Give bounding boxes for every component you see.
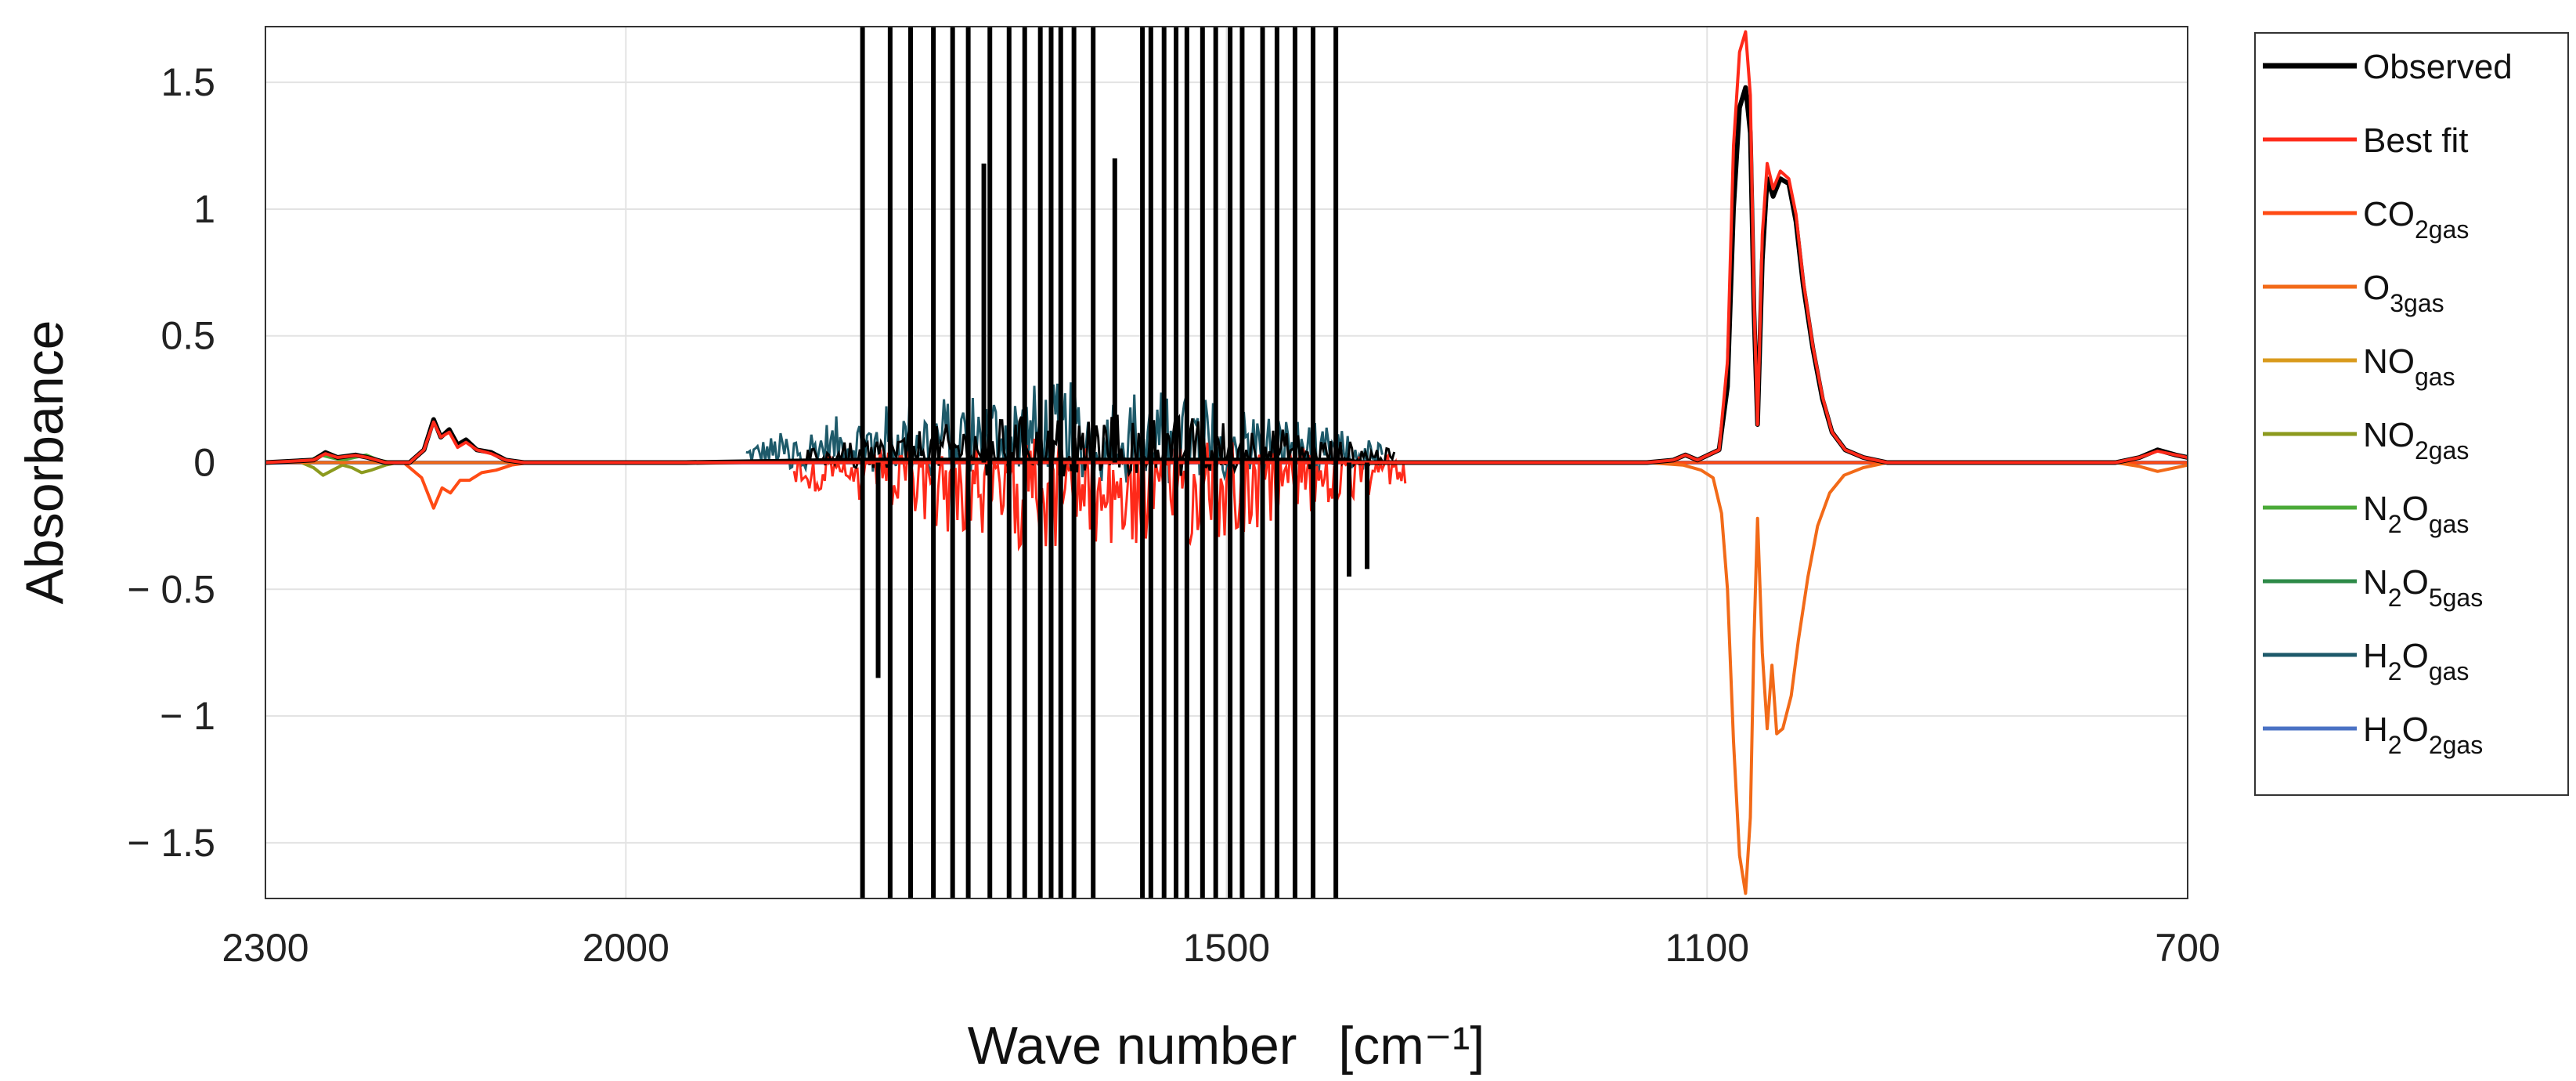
x-axis-title: Wave number [cm⁻¹] (968, 1016, 1485, 1076)
x-tick-label: 2300 (222, 926, 308, 970)
legend-label: CO2gas (2363, 195, 2469, 244)
legend-label: H2O2gas (2363, 710, 2483, 759)
legend-item-best-fit: Best fit (2263, 121, 2469, 160)
y-tick-label: 0.5 (161, 314, 215, 358)
legend-item-n2o5-gas: N2O5gas (2263, 563, 2483, 612)
legend-item-o3-gas: O3gas (2263, 269, 2444, 317)
legend-label: Observed (2363, 48, 2513, 86)
legend-item-n2o-gas: N2Ogas (2263, 490, 2469, 538)
legend-item-no-gas: NOgas (2263, 342, 2455, 391)
legend-box (2254, 32, 2569, 796)
y-tick-label: 1 (193, 187, 215, 231)
x-tick-label: 1100 (1665, 926, 1749, 970)
plot-frame (265, 26, 2188, 899)
legend-label: O3gas (2363, 269, 2444, 317)
series-line-co2-gas (265, 461, 2188, 510)
series-layer (265, 27, 2188, 898)
legend-item-observed: Observed (2263, 48, 2513, 86)
x-tick-label: 700 (2155, 926, 2220, 970)
y-tick-label: − 1.5 (127, 821, 215, 865)
legend-label: N2O5gas (2363, 563, 2483, 612)
y-tick-label: 0 (193, 441, 215, 485)
y-tick-label: 1.5 (161, 60, 215, 104)
legend-item-h2o2-gas: H2O2gas (2263, 710, 2483, 759)
axis-ticks: 2300 2000 1500 1100 700 1.5 1 0.5 0 − 0.5 − 1 − 1.5 (127, 60, 2220, 970)
x-axis-title-unit: [cm⁻¹] (1338, 1016, 1485, 1076)
x-tick-label: 2000 (583, 926, 669, 970)
y-tick-label: − 1 (160, 694, 215, 738)
legend-label: Best fit (2363, 121, 2469, 160)
legend-label: N2Ogas (2363, 490, 2469, 538)
series-line-best-fit (265, 30, 2188, 465)
x-axis-title-text: Wave number (968, 1016, 1297, 1076)
y-axis-title: Absorbance (15, 320, 74, 605)
legend-label: NO2gas (2363, 416, 2469, 465)
legend-item-no2-gas: NO2gas (2263, 416, 2469, 465)
x-tick-label: 1500 (1183, 926, 1270, 970)
legend-item-co2-gas: CO2gas (2263, 195, 2469, 244)
legend-label: NOgas (2363, 342, 2455, 391)
legend-label: H2Ogas (2363, 637, 2469, 685)
y-tick-label: − 0.5 (127, 567, 215, 611)
legend-item-h2o-gas: H2Ogas (2263, 637, 2469, 685)
legend: Observed Best fit CO2gas O3gas NOgas NO2gas N2… (2254, 32, 2569, 796)
